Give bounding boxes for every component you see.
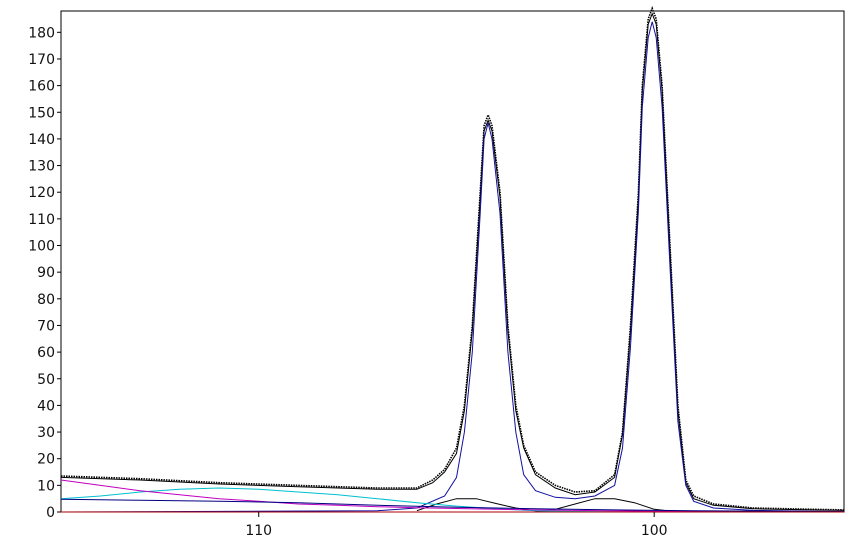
- y-tick-label: 140: [28, 132, 55, 148]
- plot-frame: [60, 10, 845, 513]
- series-layer: [60, 6, 845, 513]
- y-tick-label: 40: [37, 398, 55, 414]
- series-line-linear-background: [60, 498, 845, 513]
- y-tick-label: 170: [28, 52, 55, 68]
- y-tick-label: 10: [37, 478, 55, 494]
- series-line-small-component-2: [535, 498, 675, 512]
- y-tick-label: 0: [46, 505, 55, 521]
- series-line-fit-envelope: [60, 12, 845, 511]
- y-tick-label: 60: [37, 345, 55, 361]
- y-tick-label: 100: [28, 239, 55, 255]
- y-tick-label: 80: [37, 292, 55, 308]
- y-axis: 0 10 20 30 40 50 60 70 80 90 100 110 120 130 140 150 160…: [28, 25, 61, 521]
- x-tick-label: 110: [245, 523, 272, 539]
- y-tick-label: 20: [37, 452, 55, 468]
- y-tick-label: 90: [37, 265, 55, 281]
- y-tick-label: 70: [37, 318, 55, 334]
- y-tick-label: 110: [28, 212, 55, 228]
- series-line-peak-component: [60, 21, 845, 513]
- y-tick-label: 180: [28, 25, 55, 41]
- y-tick-label: 150: [28, 105, 55, 121]
- y-tick-label: 160: [28, 79, 55, 95]
- y-tick-label: 30: [37, 425, 55, 441]
- x-tick-label: 100: [641, 523, 668, 539]
- y-tick-label: 130: [28, 159, 55, 175]
- y-tick-label: 120: [28, 185, 55, 201]
- x-axis: 110 100: [245, 512, 668, 539]
- y-tick-label: 50: [37, 372, 55, 388]
